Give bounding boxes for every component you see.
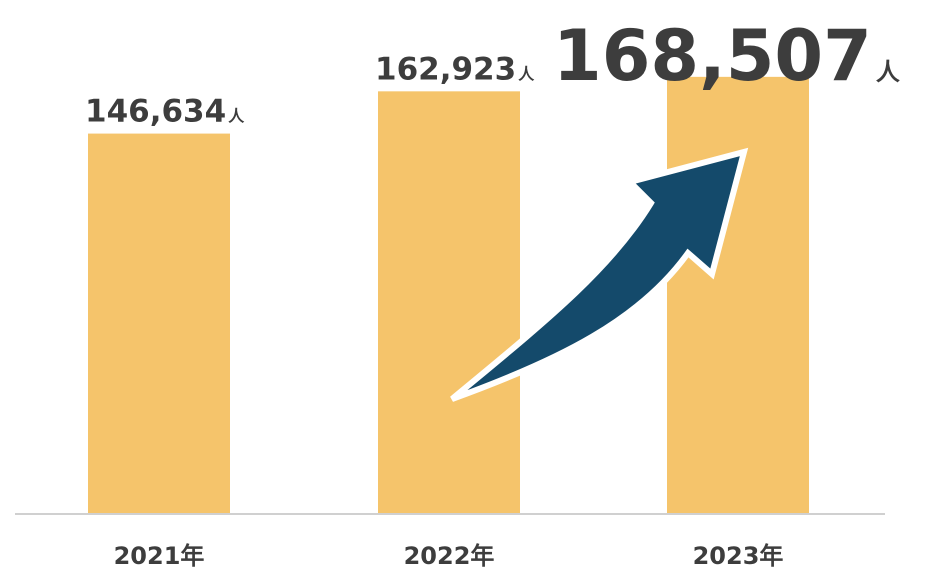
bar-1 [88,133,230,514]
value-labels-group: 146,634 人 162,923 人 168,507 人 [85,15,900,130]
bar-3 [667,76,809,514]
bar-2 [378,91,520,515]
category-label-1: 2021年 [114,542,205,570]
category-label-2: 2022年 [404,542,495,570]
bars-group [88,76,809,515]
value-label-1: 146,634 人 [85,94,245,130]
category-labels-group: 2021年 2022年 2023年 [114,542,784,570]
growth-arrow-icon [450,147,749,402]
value-label-2: 162,923 人 [375,51,535,87]
value-label-3: 168,507 人 [553,15,900,97]
category-label-3: 2023年 [693,542,784,570]
